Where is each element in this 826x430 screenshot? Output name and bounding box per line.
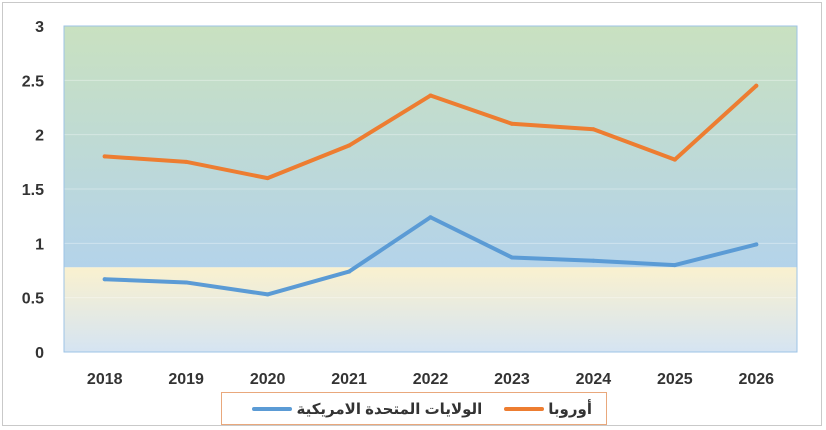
legend-swatch-usa — [252, 406, 293, 411]
x-tick-label: 2025 — [657, 371, 693, 388]
data-point — [428, 215, 433, 220]
data-point — [184, 280, 189, 285]
background-band — [64, 267, 797, 352]
x-tick-label: 2024 — [576, 371, 612, 388]
data-point — [102, 154, 107, 159]
y-tick-label: 2 — [35, 128, 44, 145]
plot-area-border — [63, 25, 798, 353]
y-tick-label: 3 — [35, 19, 44, 36]
x-tick-label: 2020 — [250, 371, 286, 388]
x-tick-label: 2026 — [738, 371, 774, 388]
data-point — [428, 93, 433, 98]
data-point — [265, 176, 270, 181]
background-bands — [63, 25, 798, 353]
legend-entry-usa: الولايات المتحدة الامريكية — [252, 400, 482, 418]
data-point — [591, 258, 596, 263]
y-tick-label: 0 — [35, 345, 44, 362]
x-tick-label: 2023 — [494, 371, 530, 388]
legend-swatch-europe — [504, 406, 545, 411]
y-tick-label: 1.5 — [22, 182, 44, 199]
background-band — [64, 26, 797, 268]
series-lines — [102, 83, 759, 297]
data-point — [347, 143, 352, 148]
legend: أوروبا الولايات المتحدة الامريكية — [221, 392, 607, 425]
data-point — [754, 83, 759, 88]
data-point — [102, 277, 107, 282]
x-tick-label: 2021 — [331, 371, 367, 388]
data-point — [591, 127, 596, 132]
x-tick-label: 2022 — [413, 371, 449, 388]
x-tick-label: 2018 — [87, 371, 123, 388]
data-point — [265, 292, 270, 297]
data-point — [672, 157, 677, 162]
data-point — [672, 263, 677, 268]
legend-label-usa: الولايات المتحدة الامريكية — [296, 400, 483, 418]
x-tick-label: 2019 — [168, 371, 204, 388]
legend-entry-europe: أوروبا — [504, 400, 592, 418]
data-point — [509, 121, 514, 126]
data-point — [754, 242, 759, 247]
data-point — [184, 159, 189, 164]
x-axis-ticks: 2018 2019 2020 2021 2022 2023 2024 2025 2026 — [87, 371, 774, 388]
y-tick-label: 1 — [35, 236, 44, 253]
y-tick-label: 0.5 — [22, 291, 44, 308]
y-axis-ticks: 0 0.5 1 1.5 2 2.5 3 — [22, 19, 44, 362]
data-point — [347, 269, 352, 274]
legend-label-europe: أوروبا — [548, 400, 592, 418]
y-tick-label: 2.5 — [22, 73, 44, 90]
data-point — [509, 255, 514, 260]
